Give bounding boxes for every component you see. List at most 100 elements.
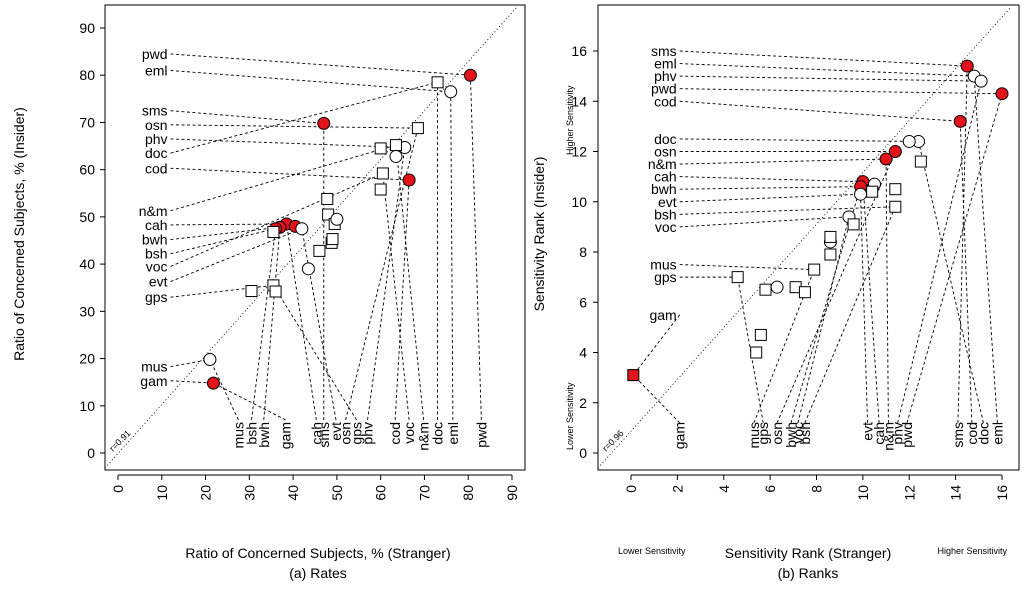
- point-evt: [295, 222, 309, 236]
- leader-bottom-bwh: [263, 227, 281, 420]
- y-tick-label: 30: [79, 303, 95, 319]
- y-high-label: Higher Sensitivity: [565, 85, 575, 155]
- leader-bottom-osn: [345, 128, 419, 421]
- leader-bottom-pwd: [469, 75, 482, 420]
- leader-left-phv: [170, 138, 405, 148]
- point-sq-6.5a: [759, 283, 772, 296]
- x-tick-label: 2: [669, 485, 685, 493]
- x-tick-label: 50: [329, 485, 345, 501]
- y-tick-label: 50: [79, 209, 95, 225]
- identity-diagonal: [104, 6, 518, 469]
- point-gam: [206, 376, 220, 390]
- bottom-label-cah: cah: [308, 422, 324, 445]
- bottom-label-mus: mus: [746, 422, 762, 448]
- x-tick-label: 4: [716, 485, 732, 493]
- x-tick-label: 14: [948, 485, 964, 501]
- left-label-cod: cod: [145, 160, 168, 176]
- leader-left-mus: [170, 359, 211, 368]
- bottom-label-evt: evt: [328, 422, 344, 441]
- point-c-gps: [770, 280, 784, 294]
- leader-left-evt: [679, 193, 861, 203]
- left-label-bsh: bsh: [654, 206, 677, 222]
- point-cod: [953, 114, 967, 128]
- x-tick-label: 16: [994, 485, 1010, 501]
- point-osn: [411, 122, 424, 135]
- leader-left-bwh: [170, 226, 281, 241]
- point-sq-cah: [321, 192, 334, 205]
- left-label-bwh: bwh: [142, 232, 168, 248]
- leader-bottom-eml: [973, 76, 998, 423]
- y-tick-label: 10: [79, 398, 95, 414]
- point-n&m: [389, 139, 402, 152]
- y-tick-label: 0: [579, 445, 587, 461]
- point-doc2: [389, 149, 403, 163]
- y-tick-label: 12: [571, 144, 587, 160]
- point-mus: [203, 353, 217, 366]
- point-sms: [960, 59, 974, 73]
- y-axis-title: Sensitivity Rank (Insider): [531, 157, 547, 312]
- point-pwd: [463, 68, 477, 82]
- y-axis-title: Ratio of Concerned Subjects, % (Insider): [11, 107, 27, 361]
- left-label-sms: sms: [142, 103, 168, 119]
- point-sq-voc: [847, 218, 860, 231]
- leader-bottom-evt: [301, 228, 337, 421]
- leader-left-n&m: [170, 144, 397, 212]
- point-voc: [376, 167, 389, 180]
- y-tick-label: 4: [579, 345, 587, 361]
- left-label-evt: evt: [658, 194, 677, 210]
- x-axis-title: Ratio of Concerned Subjects, % (Stranger…: [185, 545, 450, 561]
- x-tick-label: 8: [809, 485, 825, 493]
- bottom-label-doc: doc: [975, 422, 991, 445]
- leader-left-doc: [679, 138, 919, 142]
- left-label-cah: cah: [145, 217, 168, 233]
- bottom-label-pwd: pwd: [473, 422, 489, 448]
- point-sq-evt: [866, 185, 879, 198]
- leader-left-sms: [170, 110, 324, 124]
- leader-bottom-cah: [286, 223, 317, 421]
- left-label-doc: doc: [654, 131, 677, 147]
- leader-bottom-voc: [797, 216, 850, 423]
- bottom-label-voc: voc: [790, 422, 806, 444]
- leader-left-gps: [170, 284, 274, 298]
- x-tick-label: 12: [901, 485, 917, 501]
- left-label-voc: voc: [655, 219, 677, 235]
- point-sq-4.0: [750, 346, 763, 359]
- left-label-sms: sms: [651, 43, 677, 59]
- bottom-label-phv: phv: [890, 422, 906, 445]
- bottom-label-gam: gam: [278, 422, 294, 449]
- leader-left-gam: [170, 380, 214, 384]
- leader-left-voc: [679, 216, 849, 228]
- x-high-label: Higher Sensitivity: [937, 546, 1007, 556]
- x-low-label: Lower Sensitivity: [618, 546, 686, 556]
- point-sq-4.7: [754, 328, 767, 341]
- leader-left-gam: [632, 314, 681, 376]
- bottom-label-doc: doc: [430, 422, 446, 445]
- point-pwd: [995, 87, 1009, 101]
- point-phv: [974, 74, 988, 88]
- bottom-label-n&m: n&m: [416, 422, 432, 451]
- point-phv2: [374, 142, 387, 155]
- x-tick-label: 20: [198, 485, 214, 501]
- leader-bottom-sms: [957, 66, 968, 423]
- leader-left-cod: [679, 100, 961, 122]
- x-tick-label: 0: [623, 485, 639, 493]
- left-label-osn: osn: [654, 144, 677, 160]
- y-tick-label: 20: [79, 351, 95, 367]
- leader-bottom-n&m: [395, 145, 425, 420]
- left-label-pwd: pwd: [142, 46, 168, 62]
- leader-left-evt: [170, 228, 303, 283]
- bottom-label-cod: cod: [964, 422, 980, 445]
- leader-bottom-gam: [632, 374, 681, 424]
- point-bsh: [889, 200, 902, 213]
- left-label-pwd: pwd: [651, 81, 677, 97]
- left-label-n&m: n&m: [139, 203, 168, 219]
- leader-left-bsh: [170, 228, 276, 255]
- leader-bottom-gps: [273, 285, 357, 421]
- left-label-osn: osn: [145, 117, 168, 133]
- caption: (b) Ranks: [778, 565, 839, 581]
- y-tick-label: 14: [571, 93, 587, 109]
- left-label-gam: gam: [649, 307, 676, 323]
- bottom-label-sms: sms: [316, 422, 332, 448]
- leader-bottom-cod: [394, 180, 410, 420]
- x-tick-label: 6: [762, 485, 778, 493]
